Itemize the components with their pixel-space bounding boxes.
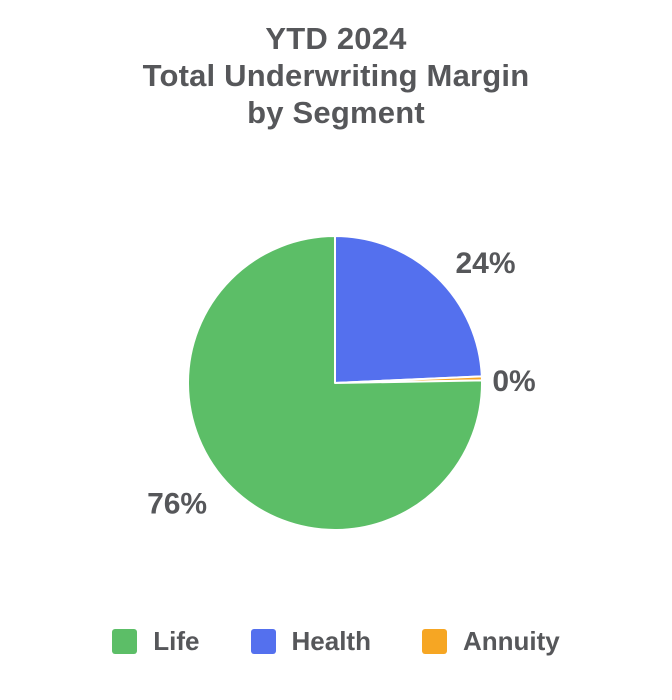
legend-swatch-life-icon [112,629,138,654]
pie-chart: 24% 0% 76% [147,235,536,531]
pie-slice-life[interactable] [187,235,483,531]
legend-label-annuity: Annuity [462,626,560,656]
legend-item-annuity[interactable]: Annuity [421,626,560,657]
legend-swatch-annuity-icon [421,629,447,654]
chart-title: YTD 2024 Total Underwriting Margin by Se… [0,20,672,131]
pie-slice-health[interactable] [334,235,483,384]
percent-label-health: 24% [455,247,515,280]
legend-label-life: Life [153,626,200,656]
percent-label-annuity: 0% [492,365,535,398]
chart-title-line-3: by Segment [247,95,425,130]
chart-title-line-1: YTD 2024 [265,21,407,56]
legend-label-health: Health [291,626,371,656]
percent-label-life: 76% [147,488,207,521]
legend-item-life[interactable]: Life [112,626,200,657]
chart-legend: Life Health Annuity [0,626,672,657]
chart-title-line-2: Total Underwriting Margin [142,58,530,93]
legend-swatch-health-icon [250,629,276,654]
legend-item-health[interactable]: Health [250,626,371,657]
